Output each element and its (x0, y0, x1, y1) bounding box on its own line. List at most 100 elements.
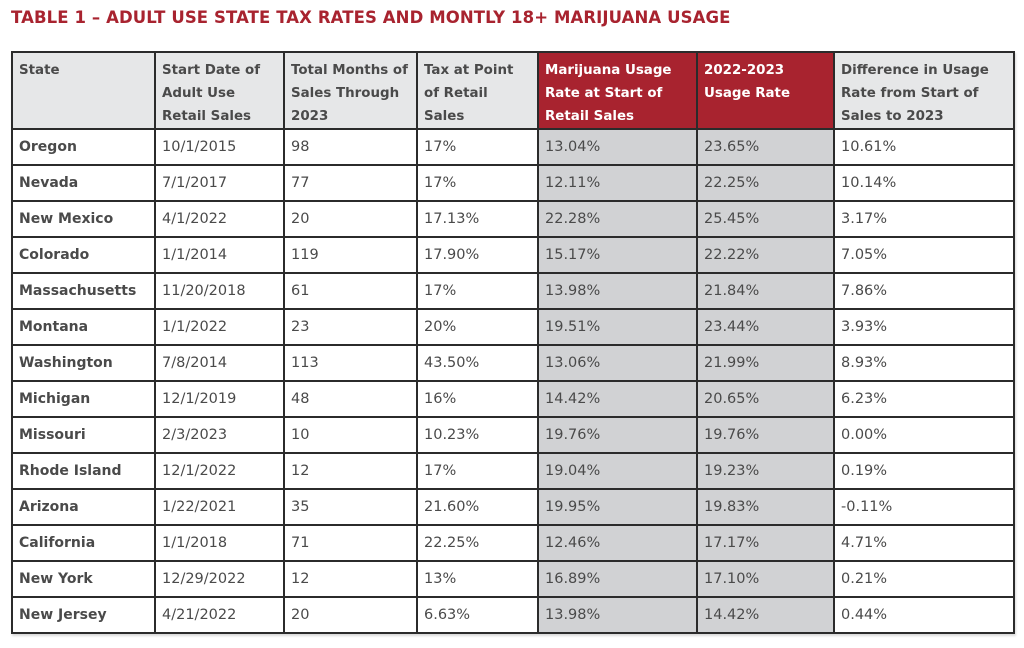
cell-usage-difference: 10.14% (833, 164, 1015, 202)
cell-usage-2022-2023: 22.22% (696, 236, 835, 274)
table-row: Missouri 2/3/2023 10 10.23% 19.76% 19.76% 0.00… (11, 416, 1015, 454)
cell-total-months: 61 (283, 272, 418, 310)
cell-state: Montana (11, 308, 156, 346)
table-row: New York 12/29/2022 12 13% 16.89% 17.10% 0.21% (11, 560, 1015, 598)
cell-usage-start: 19.76% (537, 416, 698, 454)
cell-usage-difference: 0.19% (833, 452, 1015, 490)
cell-total-months: 20 (283, 596, 418, 634)
table-row: Arizona 1/22/2021 35 21.60% 19.95% 19.83% -0.1… (11, 488, 1015, 526)
cell-start-date: 12/1/2019 (154, 380, 285, 418)
cell-tax-rate: 17% (416, 128, 539, 166)
table-row: Nevada 7/1/2017 77 17% 12.11% 22.25% 10.14% (11, 164, 1015, 202)
cell-usage-2022-2023: 22.25% (696, 164, 835, 202)
cell-tax-rate: 10.23% (416, 416, 539, 454)
cell-state: Nevada (11, 164, 156, 202)
cell-state: New Mexico (11, 200, 156, 238)
header-state: State (11, 51, 156, 130)
cell-usage-start: 13.04% (537, 128, 698, 166)
cell-usage-2022-2023: 23.44% (696, 308, 835, 346)
cell-total-months: 12 (283, 452, 418, 490)
cell-tax-rate: 17.90% (416, 236, 539, 274)
cell-usage-start: 16.89% (537, 560, 698, 598)
cell-total-months: 119 (283, 236, 418, 274)
cell-usage-difference: 7.86% (833, 272, 1015, 310)
cell-start-date: 11/20/2018 (154, 272, 285, 310)
cell-usage-start: 19.95% (537, 488, 698, 526)
cell-usage-start: 19.51% (537, 308, 698, 346)
table-row: Colorado 1/1/2014 119 17.90% 15.17% 22.22% 7.0… (11, 236, 1015, 274)
cell-usage-2022-2023: 25.45% (696, 200, 835, 238)
cell-usage-2022-2023: 17.17% (696, 524, 835, 562)
cell-usage-start: 13.06% (537, 344, 698, 382)
cell-usage-2022-2023: 19.83% (696, 488, 835, 526)
table-row: Rhode Island 12/1/2022 12 17% 19.04% 19.23% 0.… (11, 452, 1015, 490)
cell-total-months: 98 (283, 128, 418, 166)
table-row: New Jersey 4/21/2022 20 6.63% 13.98% 14.42% 0.… (11, 596, 1015, 634)
cell-usage-difference: 6.23% (833, 380, 1015, 418)
table-row: California 1/1/2018 71 22.25% 12.46% 17.17% 4.… (11, 524, 1015, 562)
cell-usage-start: 12.11% (537, 164, 698, 202)
cell-tax-rate: 6.63% (416, 596, 539, 634)
cell-state: Colorado (11, 236, 156, 274)
cell-usage-2022-2023: 21.84% (696, 272, 835, 310)
cell-total-months: 113 (283, 344, 418, 382)
cell-tax-rate: 13% (416, 560, 539, 598)
cell-start-date: 2/3/2023 (154, 416, 285, 454)
cell-total-months: 48 (283, 380, 418, 418)
cell-start-date: 1/1/2018 (154, 524, 285, 562)
cell-tax-rate: 22.25% (416, 524, 539, 562)
cell-tax-rate: 17% (416, 452, 539, 490)
cell-state: Washington (11, 344, 156, 382)
cell-total-months: 20 (283, 200, 418, 238)
header-usage-2022-2023: 2022-2023 Usage Rate (696, 51, 835, 130)
cell-start-date: 1/1/2014 (154, 236, 285, 274)
header-usage-start: Marijuana Usage Rate at Start of Retail … (537, 51, 698, 130)
cell-usage-start: 14.42% (537, 380, 698, 418)
cell-state: Michigan (11, 380, 156, 418)
cell-state: California (11, 524, 156, 562)
cell-state: New Jersey (11, 596, 156, 634)
table-row: Michigan 12/1/2019 48 16% 14.42% 20.65% 6.23% (11, 380, 1015, 418)
cell-usage-difference: 0.44% (833, 596, 1015, 634)
cell-tax-rate: 17.13% (416, 200, 539, 238)
cell-usage-start: 13.98% (537, 272, 698, 310)
cell-total-months: 23 (283, 308, 418, 346)
cell-state: New York (11, 560, 156, 598)
cell-start-date: 7/1/2017 (154, 164, 285, 202)
cell-usage-2022-2023: 17.10% (696, 560, 835, 598)
cell-start-date: 4/1/2022 (154, 200, 285, 238)
cell-usage-2022-2023: 19.76% (696, 416, 835, 454)
cell-usage-2022-2023: 21.99% (696, 344, 835, 382)
cell-usage-start: 22.28% (537, 200, 698, 238)
cell-usage-2022-2023: 20.65% (696, 380, 835, 418)
cell-state: Rhode Island (11, 452, 156, 490)
table-row: Massachusetts 11/20/2018 61 17% 13.98% 21.84%… (11, 272, 1015, 310)
cell-usage-difference: 8.93% (833, 344, 1015, 382)
cell-tax-rate: 21.60% (416, 488, 539, 526)
table-row: Washington 7/8/2014 113 43.50% 13.06% 21.99% 8… (11, 344, 1015, 382)
cell-state: Missouri (11, 416, 156, 454)
cell-total-months: 77 (283, 164, 418, 202)
cell-tax-rate: 17% (416, 164, 539, 202)
cell-start-date: 1/22/2021 (154, 488, 285, 526)
cell-usage-start: 12.46% (537, 524, 698, 562)
cell-start-date: 12/29/2022 (154, 560, 285, 598)
cell-usage-difference: 0.21% (833, 560, 1015, 598)
cell-usage-difference: 10.61% (833, 128, 1015, 166)
cell-usage-difference: 7.05% (833, 236, 1015, 274)
cell-start-date: 1/1/2022 (154, 308, 285, 346)
cell-start-date: 12/1/2022 (154, 452, 285, 490)
table-row: Montana 1/1/2022 23 20% 19.51% 23.44% 3.93% (11, 308, 1015, 346)
cell-usage-difference: 4.71% (833, 524, 1015, 562)
cell-usage-2022-2023: 23.65% (696, 128, 835, 166)
cell-total-months: 12 (283, 560, 418, 598)
cell-usage-difference: 3.93% (833, 308, 1015, 346)
cell-tax-rate: 20% (416, 308, 539, 346)
cell-usage-start: 15.17% (537, 236, 698, 274)
cell-total-months: 71 (283, 524, 418, 562)
cell-start-date: 4/21/2022 (154, 596, 285, 634)
cell-usage-difference: 3.17% (833, 200, 1015, 238)
tax-usage-table: State Start Date of Adult Use Retail Sal… (11, 51, 1015, 634)
header-tax-rate: Tax at Point of Retail Sales (416, 51, 539, 130)
cell-state: Arizona (11, 488, 156, 526)
